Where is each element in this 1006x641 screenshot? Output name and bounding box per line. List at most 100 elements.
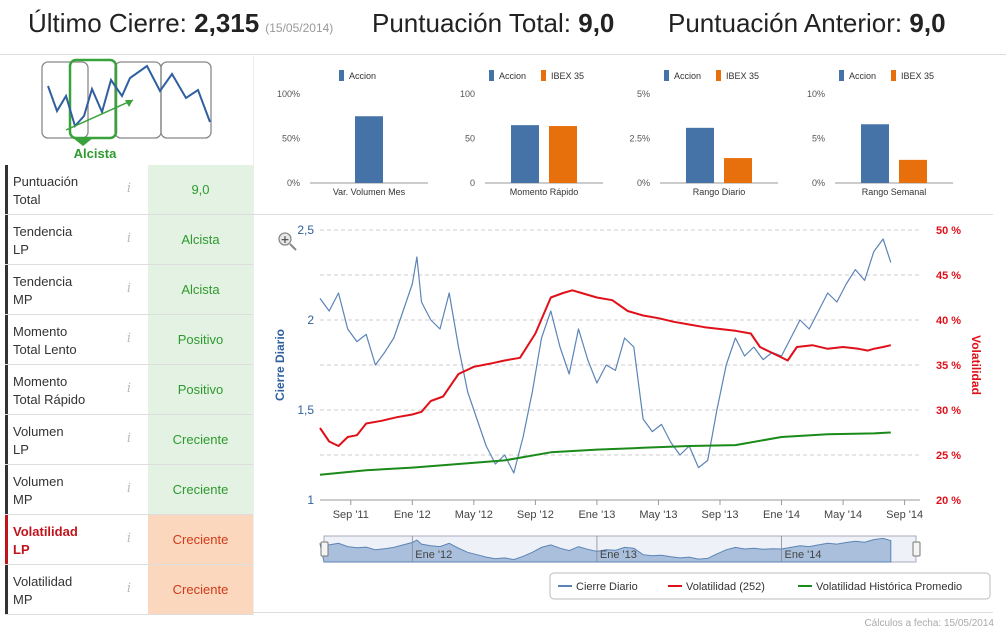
zoom-plus-icon: + <box>280 233 289 246</box>
indicator-value: Alcista <box>148 265 253 314</box>
info-icon[interactable]: i <box>126 431 132 446</box>
y-tick-label: 50% <box>282 134 300 144</box>
y-tick-label: 50 <box>465 134 475 144</box>
info-icon[interactable]: i <box>126 231 132 246</box>
indicator-label-line2: Total Lento <box>13 342 77 357</box>
main-chart-svg: 50 % 45 % 40 % 35 % 30 % 25 % 20 % 2,5 2 1,5 1 Cier… <box>273 223 991 600</box>
x-tick-label: Sep '13 <box>702 509 739 521</box>
legend-swatch <box>489 70 494 81</box>
indicator-label-line2: LP <box>13 242 29 257</box>
x-tick-label: Sep '11 <box>333 509 369 521</box>
y-tick-label: 100% <box>277 89 300 99</box>
mini-chart-volume: Accion 100% 50% 0% Var. Volumen Mes <box>268 60 448 210</box>
y-right-tick-label: 50 % <box>936 225 961 237</box>
indicator-value: Creciente <box>148 515 253 564</box>
x-tick-label: Ene '14 <box>763 509 800 521</box>
info-icon[interactable]: i <box>126 531 132 546</box>
indicator-label-line2: Total Rápido <box>13 392 86 407</box>
trend-frame-alcista[interactable] <box>68 58 118 140</box>
info-icon[interactable]: i <box>126 581 132 596</box>
legend-label: IBEX 35 <box>726 71 759 81</box>
mini-chart-title: Momento Rápido <box>510 187 579 197</box>
total-score-label: Puntuación Total: <box>372 8 571 38</box>
navigator-label: Ene '12 <box>415 549 452 561</box>
info-icon[interactable]: i <box>126 481 132 496</box>
y-left-tick-label: 2,5 <box>297 223 314 237</box>
y-right-tick-label: 40 % <box>936 315 961 327</box>
total-score: Puntuación Total: 9,0 <box>372 8 614 39</box>
mini-chart-weekly-range: Accion IBEX 35 10% 5% 0% Rango Semanal <box>793 60 973 210</box>
indicator-row: Volumen LP i Creciente <box>5 415 253 465</box>
x-tick-label: May '14 <box>824 509 862 521</box>
zoom-icon <box>278 232 292 246</box>
indicator-label: Volumen LP <box>5 415 148 464</box>
series-line <box>319 238 892 474</box>
series-line <box>319 289 892 447</box>
legend-swatch <box>891 70 896 81</box>
indicator-row: Volumen MP i Creciente <box>5 465 253 515</box>
y-left-tick-label: 2 <box>307 313 314 327</box>
total-score-value: 9,0 <box>578 8 615 38</box>
indicator-label: Tendencia MP <box>5 265 148 314</box>
info-icon[interactable]: i <box>126 281 132 296</box>
x-tick-label: Sep '14 <box>886 509 923 521</box>
indicator-row-highlighted: Volatilidad LP i Creciente <box>5 515 253 565</box>
x-tick-label: May '12 <box>455 509 493 521</box>
indicator-label-line2: LP <box>13 542 30 557</box>
bar <box>861 124 889 183</box>
indicator-value: Creciente <box>148 415 253 464</box>
navigator-handle[interactable] <box>320 541 329 557</box>
legend-label: Volatilidad (252) <box>686 581 765 593</box>
info-icon[interactable]: i <box>126 331 132 346</box>
indicator-label: Tendencia LP <box>5 215 148 264</box>
legend-label: Accion <box>349 71 376 81</box>
legend-swatch <box>339 70 344 81</box>
indicator-label-line2: Total <box>13 192 41 207</box>
trend-arrowhead-icon <box>125 100 133 107</box>
indicator-row: Tendencia LP i Alcista <box>5 215 253 265</box>
indicator-value: 9,0 <box>148 165 253 214</box>
indicator-value: Alcista <box>148 215 253 264</box>
mini-chart-svg: Accion IBEX 35 100 50 0 Momento Rápido <box>460 70 603 197</box>
section-divider <box>253 214 993 215</box>
indicator-label-line2: MP <box>13 592 33 607</box>
y-tick-label: 0 <box>470 178 475 188</box>
indicator-label-line1: Momento <box>13 374 68 389</box>
y-left-tick-label: 1 <box>307 493 314 507</box>
legend-label: IBEX 35 <box>901 71 934 81</box>
trend-arrow-icon <box>65 99 134 131</box>
y-tick-label: 5% <box>812 134 825 144</box>
y-tick-label: 0% <box>287 178 300 188</box>
trend-frame-bajista[interactable] <box>41 61 89 139</box>
last-close-label: Último Cierre: <box>28 8 187 38</box>
main-chart: 50 % 45 % 40 % 35 % 30 % 25 % 20 % 2,5 2 1,5 1 Cier… <box>260 218 1000 610</box>
trend-line <box>47 64 211 128</box>
indicator-label-line1: Tendencia <box>13 224 73 239</box>
selected-pointer-icon <box>73 138 93 146</box>
indicator-value: Positivo <box>148 365 253 414</box>
header: Último Cierre: 2,315 (15/05/2014) Puntuac… <box>0 0 1006 55</box>
mini-chart-svg: Accion 100% 50% 0% Var. Volumen Mes <box>277 70 428 197</box>
trend-frame-neutral[interactable] <box>160 61 212 139</box>
info-icon[interactable]: i <box>126 381 132 396</box>
indicator-value: Positivo <box>148 315 253 364</box>
bar <box>549 126 577 183</box>
indicator-row: Volatilidad MP i Creciente <box>5 565 253 615</box>
legend-label: Volatilidad Histórica Promedio <box>816 581 962 593</box>
indicator-label-line1: Volumen <box>13 424 64 439</box>
indicator-label: Momento Total Rápido <box>5 365 148 414</box>
y-right-tick-label: 35 % <box>936 360 961 372</box>
y-tick-label: 2.5% <box>629 134 650 144</box>
trend-widget <box>0 56 253 164</box>
bar <box>686 127 714 183</box>
chart-legend <box>549 572 991 600</box>
navigator-handle[interactable] <box>912 541 921 557</box>
y-tick-label: 5% <box>637 89 650 99</box>
x-tick-label: Ene '13 <box>578 509 615 521</box>
indicator-label-line1: Tendencia <box>13 274 73 289</box>
info-icon[interactable]: i <box>126 181 132 196</box>
legend-swatch <box>541 70 546 81</box>
y-right-tick-label: 30 % <box>936 405 961 417</box>
mini-chart-daily-range: Accion IBEX 35 5% 2.5% 0% Rango Diario <box>618 60 798 210</box>
indicator-label: Momento Total Lento <box>5 315 148 364</box>
